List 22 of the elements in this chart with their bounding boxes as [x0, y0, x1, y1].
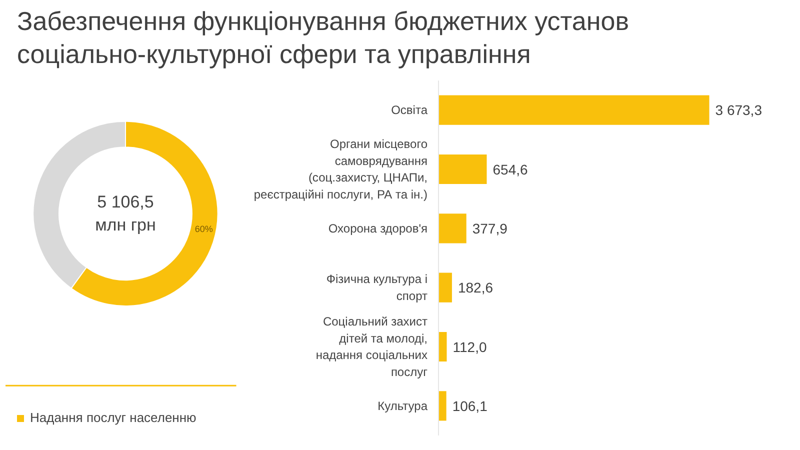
- legend-label: Надання послуг населенню: [30, 410, 196, 425]
- bar: [438, 154, 487, 184]
- text: 5 106,5 млн грн: [95, 192, 156, 235]
- data-label: 3 673,3: [715, 102, 762, 118]
- bar: [438, 214, 466, 244]
- data-label: 106,1: [452, 398, 488, 414]
- text: Забезпечення функціонування бюджетних установ соціально-культурної сфери та управління: [17, 5, 630, 70]
- bar: [438, 391, 446, 421]
- data-label: 182,6: [458, 280, 494, 296]
- data-label: 112,0: [452, 338, 487, 355]
- y-tick-label: Культура: [378, 398, 428, 413]
- y-tick-label: Освіта: [391, 103, 428, 118]
- y-tick-label: Охорона здоров'я: [328, 221, 428, 236]
- bar: [438, 95, 710, 125]
- data-label: 60%: [194, 224, 213, 234]
- bar: [438, 272, 452, 302]
- bar: [438, 332, 447, 362]
- data-label: 654,6: [492, 161, 528, 178]
- y-tick-label: Фізична культура і спорт: [326, 272, 428, 303]
- y-tick-label: Органи місцевого самоврядування (соц.захисту, ЦНАПи, реєстраційні послуги, РА та ін.): [254, 137, 428, 202]
- y-tick-label: Соціальний захист дітей та молоді, надання соціальних послуг: [316, 314, 428, 379]
- data-label: 377,9: [472, 220, 508, 236]
